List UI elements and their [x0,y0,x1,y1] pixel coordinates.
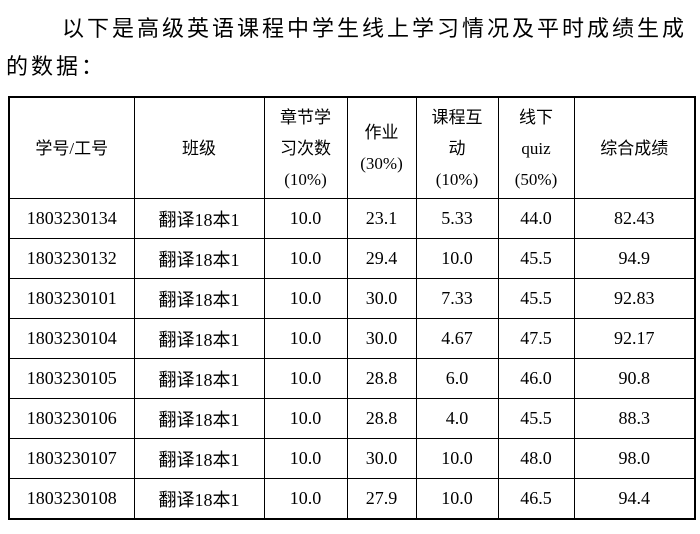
grades-table: 学号/工号 班级 章节学 习次数 (10%) 作业 (30%) 课程互 动 (1… [8,96,696,520]
cell-chapter-study: 10.0 [263,478,348,520]
column-header-homework: 作业 (30%) [346,96,417,199]
column-header-class: 班级 [133,96,265,199]
cell-chapter-study: 10.0 [263,398,348,439]
table-row: 1803230107 翻译18本1 10.0 30.0 10.0 48.0 98… [8,438,696,479]
cell-student-id: 1803230134 [8,198,135,239]
cell-interaction: 10.0 [415,238,499,279]
cell-student-id: 1803230101 [8,278,135,319]
cell-homework: 30.0 [346,318,417,359]
cell-composite-score: 82.43 [573,198,696,239]
cell-interaction: 5.33 [415,198,499,239]
cell-composite-score: 94.9 [573,238,696,279]
table-row: 1803230104 翻译18本1 10.0 30.0 4.67 47.5 92… [8,318,696,359]
cell-quiz: 44.0 [497,198,575,239]
cell-homework: 23.1 [346,198,417,239]
cell-chapter-study: 10.0 [263,238,348,279]
cell-chapter-study: 10.0 [263,278,348,319]
cell-composite-score: 88.3 [573,398,696,439]
cell-class: 翻译18本1 [133,198,265,239]
cell-chapter-study: 10.0 [263,358,348,399]
cell-student-id: 1803230105 [8,358,135,399]
cell-student-id: 1803230104 [8,318,135,359]
cell-homework: 29.4 [346,238,417,279]
cell-student-id: 1803230106 [8,398,135,439]
cell-composite-score: 98.0 [573,438,696,479]
header-row: 学号/工号 班级 章节学 习次数 (10%) 作业 (30%) 课程互 动 (1… [8,96,696,199]
cell-interaction: 10.0 [415,438,499,479]
cell-class: 翻译18本1 [133,438,265,479]
table-row: 1803230106 翻译18本1 10.0 28.8 4.0 45.5 88.… [8,398,696,439]
cell-class: 翻译18本1 [133,358,265,399]
table-row: 1803230101 翻译18本1 10.0 30.0 7.33 45.5 92… [8,278,696,319]
cell-composite-score: 90.8 [573,358,696,399]
cell-class: 翻译18本1 [133,278,265,319]
cell-interaction: 4.0 [415,398,499,439]
cell-quiz: 46.0 [497,358,575,399]
cell-composite-score: 92.83 [573,278,696,319]
cell-quiz: 45.5 [497,278,575,319]
column-header-course-interaction: 课程互 动 (10%) [415,96,499,199]
cell-class: 翻译18本1 [133,398,265,439]
cell-student-id: 1803230108 [8,478,135,520]
cell-homework: 28.8 [346,358,417,399]
cell-chapter-study: 10.0 [263,318,348,359]
table-row: 1803230134 翻译18本1 10.0 23.1 5.33 44.0 82… [8,198,696,239]
cell-composite-score: 94.4 [573,478,696,520]
cell-interaction: 7.33 [415,278,499,319]
column-header-chapter-study-count: 章节学 习次数 (10%) [263,96,348,199]
cell-quiz: 48.0 [497,438,575,479]
table-row: 1803230105 翻译18本1 10.0 28.8 6.0 46.0 90.… [8,358,696,399]
table-row: 1803230108 翻译18本1 10.0 27.9 10.0 46.5 94… [8,478,696,520]
cell-homework: 27.9 [346,478,417,520]
cell-homework: 28.8 [346,398,417,439]
table-row: 1803230132 翻译18本1 10.0 29.4 10.0 45.5 94… [8,238,696,279]
cell-class: 翻译18本1 [133,478,265,520]
cell-homework: 30.0 [346,438,417,479]
cell-quiz: 45.5 [497,398,575,439]
column-header-student-id: 学号/工号 [8,96,135,199]
cell-homework: 30.0 [346,278,417,319]
cell-student-id: 1803230107 [8,438,135,479]
column-header-offline-quiz: 线下 quiz (50%) [497,96,575,199]
cell-class: 翻译18本1 [133,318,265,359]
intro-text: 以下是高级英语课程中学生线上学习情况及平时成绩生成的数据： [6,16,688,79]
cell-chapter-study: 10.0 [263,438,348,479]
cell-quiz: 47.5 [497,318,575,359]
cell-chapter-study: 10.0 [263,198,348,239]
cell-interaction: 6.0 [415,358,499,399]
cell-interaction: 4.67 [415,318,499,359]
cell-composite-score: 92.17 [573,318,696,359]
cell-student-id: 1803230132 [8,238,135,279]
cell-quiz: 46.5 [497,478,575,520]
cell-quiz: 45.5 [497,238,575,279]
cell-class: 翻译18本1 [133,238,265,279]
column-header-composite-score: 综合成绩 [573,96,696,199]
cell-interaction: 10.0 [415,478,499,520]
